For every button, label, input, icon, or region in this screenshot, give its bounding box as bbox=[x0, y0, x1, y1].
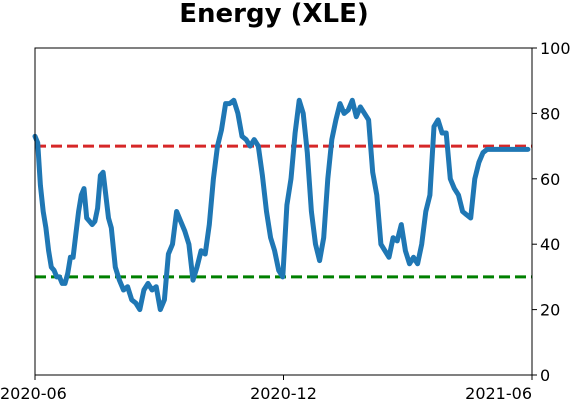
x-tick-label: 2020-12 bbox=[250, 384, 317, 402]
plot-area bbox=[32, 97, 532, 313]
y-tick-label: 40 bbox=[540, 235, 560, 254]
y-tick-label: 60 bbox=[540, 170, 560, 189]
y-tick-label: 80 bbox=[540, 104, 560, 123]
chart-title: Energy (XLE) bbox=[179, 0, 368, 29]
x-tick-label: 2020-06 bbox=[0, 384, 67, 402]
axes: 0 20 40 60 80 100 2020-06 2020-12 2021-06 bbox=[0, 39, 571, 402]
y-tick-label: 100 bbox=[540, 39, 571, 58]
y-tick-label: 0 bbox=[540, 366, 550, 385]
y-tick-label: 20 bbox=[540, 301, 560, 320]
series-line bbox=[32, 97, 531, 313]
x-tick-label: 2021-06 bbox=[465, 384, 532, 402]
